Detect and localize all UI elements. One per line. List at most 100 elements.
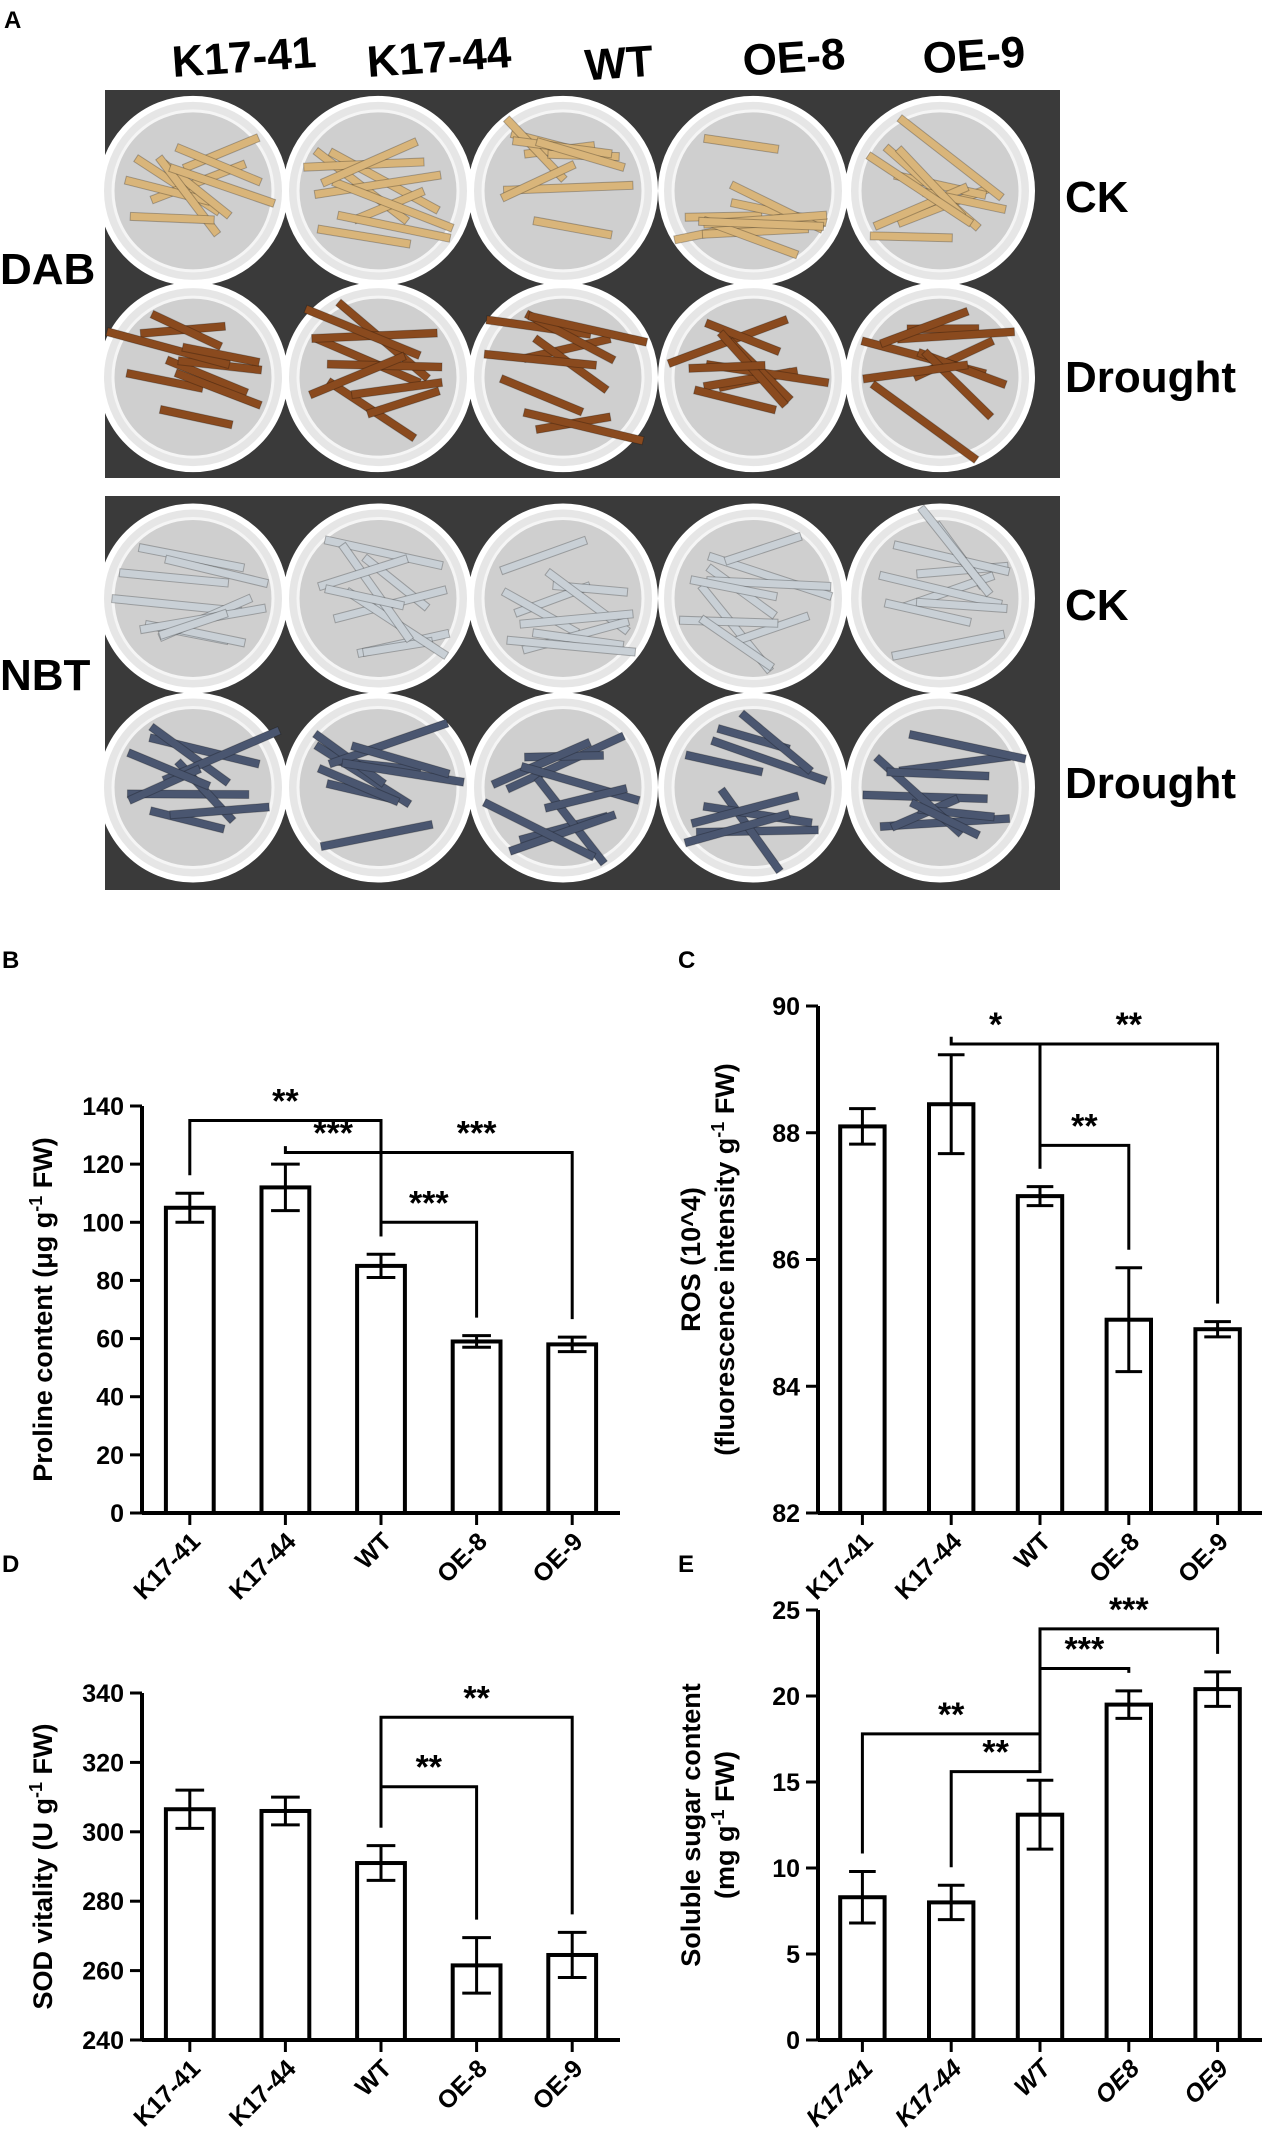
x-tick-label: K17-44	[224, 2054, 302, 2132]
leaf-segment	[125, 368, 205, 393]
leaf-segment	[490, 737, 593, 789]
condition-label-dab-drought: Drought	[1065, 353, 1236, 402]
bar	[163, 1807, 216, 2042]
bar	[1015, 1194, 1065, 1515]
petri-dish	[845, 282, 1035, 473]
y-tick-label: 10	[772, 1855, 800, 1883]
y-tick-label: 90	[772, 993, 800, 1021]
significance-bracket	[860, 1732, 1042, 1854]
leaf-segment	[878, 306, 970, 349]
petri-dish	[283, 95, 473, 286]
x-tick-label: OE-8	[432, 1527, 493, 1588]
x-tick-label: WT	[350, 1527, 397, 1574]
leaf-segment	[892, 540, 1011, 577]
leaf-segment	[319, 819, 434, 852]
significance-label: **	[1071, 1107, 1098, 1145]
x-tick-label: OE-9	[527, 2054, 588, 2115]
leaf-segment	[164, 554, 270, 589]
panel-letter: C	[678, 947, 695, 974]
leaf-segment	[350, 377, 444, 400]
leaf-segment	[158, 404, 234, 430]
significance-bracket	[1038, 1143, 1131, 1250]
x-tick-label: OE8	[1090, 2054, 1145, 2109]
leaf-segment	[915, 597, 1008, 614]
y-tick-label: 15	[772, 1769, 800, 1797]
x-tick-label: WT	[350, 2054, 397, 2101]
significance-bracket	[379, 1220, 479, 1318]
petri-dish	[658, 95, 848, 286]
significance-label: ***	[457, 1115, 497, 1153]
significance-bracket	[379, 1151, 574, 1320]
petri-dish	[283, 282, 473, 473]
y-tick-label: 0	[110, 1500, 124, 1528]
y-tick-label: 60	[96, 1326, 124, 1354]
leaf-segment	[534, 137, 626, 172]
leaf-segment	[522, 407, 645, 446]
y-axis-label: ROS (10^4)	[676, 1187, 706, 1332]
petri-dish	[468, 692, 658, 883]
leaf-segment	[323, 535, 444, 571]
leaf-segment	[703, 133, 780, 154]
leaf-segment	[319, 137, 419, 188]
significance-label: **	[416, 1749, 443, 1787]
leaf-segment	[481, 798, 597, 862]
petri-dish	[845, 692, 1035, 883]
significance-label: ***	[1065, 1630, 1105, 1668]
x-tick-label: OE-9	[1173, 1527, 1234, 1588]
leaf-segment	[869, 380, 980, 464]
significance-label: ***	[409, 1184, 449, 1222]
y-tick-label: 120	[82, 1151, 124, 1179]
leaf-segment	[174, 142, 263, 187]
y-axis-label-line2: (mg g-1 FW)	[708, 1751, 740, 1899]
leaf-segment	[118, 568, 230, 588]
leaf-segment	[684, 750, 764, 777]
leaf-segment	[862, 360, 969, 384]
leaf-segment	[883, 598, 972, 627]
leaf-segment	[303, 304, 422, 360]
leaf-segment	[703, 318, 782, 357]
y-tick-label: 20	[772, 1683, 800, 1711]
leaf-segment	[506, 635, 637, 657]
bar	[355, 1861, 407, 2043]
leaf-segment	[917, 504, 994, 598]
bar	[1104, 1702, 1153, 2042]
panel-letter: D	[2, 1551, 19, 1578]
significance-bracket	[379, 1785, 479, 1920]
y-tick-label: 84	[772, 1373, 800, 1401]
y-tick-label: 140	[82, 1093, 124, 1121]
y-tick-label: 340	[82, 1680, 124, 1708]
petri-dish	[283, 692, 473, 883]
leaf-segment	[533, 774, 608, 867]
leaf-segment	[157, 608, 229, 640]
petri-dish	[658, 692, 848, 883]
leaf-segment	[698, 614, 776, 672]
y-axis-label: Soluble sugar content	[676, 1683, 706, 1967]
leaf-segment	[313, 170, 442, 200]
bar	[927, 1900, 976, 2043]
y-axis-label: SOD vitality (U g-1 FW)	[26, 1723, 58, 2009]
petri-dish	[658, 282, 848, 473]
bar	[450, 1339, 503, 1515]
x-tick-label: K17-44	[890, 1527, 968, 1605]
significance-bracket	[1038, 1042, 1220, 1304]
petri-dish	[845, 503, 1035, 694]
leaf-segment	[896, 114, 1005, 202]
leaf-segment	[149, 309, 224, 351]
y-tick-label: 300	[82, 1819, 124, 1847]
panel-letter: E	[678, 1551, 694, 1578]
petri-dish	[468, 95, 658, 286]
significance-label: *	[989, 1006, 1003, 1044]
x-tick-label: K17-41	[801, 1527, 879, 1605]
leaf-segment	[316, 763, 401, 807]
y-tick-label: 25	[772, 1597, 800, 1625]
leaf-segment	[327, 718, 450, 769]
significance-label: **	[272, 1083, 299, 1121]
leaf-segment	[173, 368, 263, 410]
y-axis-label-line2: (fluorescence intensity g-1 FW)	[708, 1063, 740, 1456]
bar	[259, 1808, 312, 2042]
leaf-segment	[129, 211, 215, 225]
significance-label: **	[938, 1696, 965, 1734]
y-tick-label: 240	[82, 2027, 124, 2055]
leaf-segment	[723, 531, 803, 566]
